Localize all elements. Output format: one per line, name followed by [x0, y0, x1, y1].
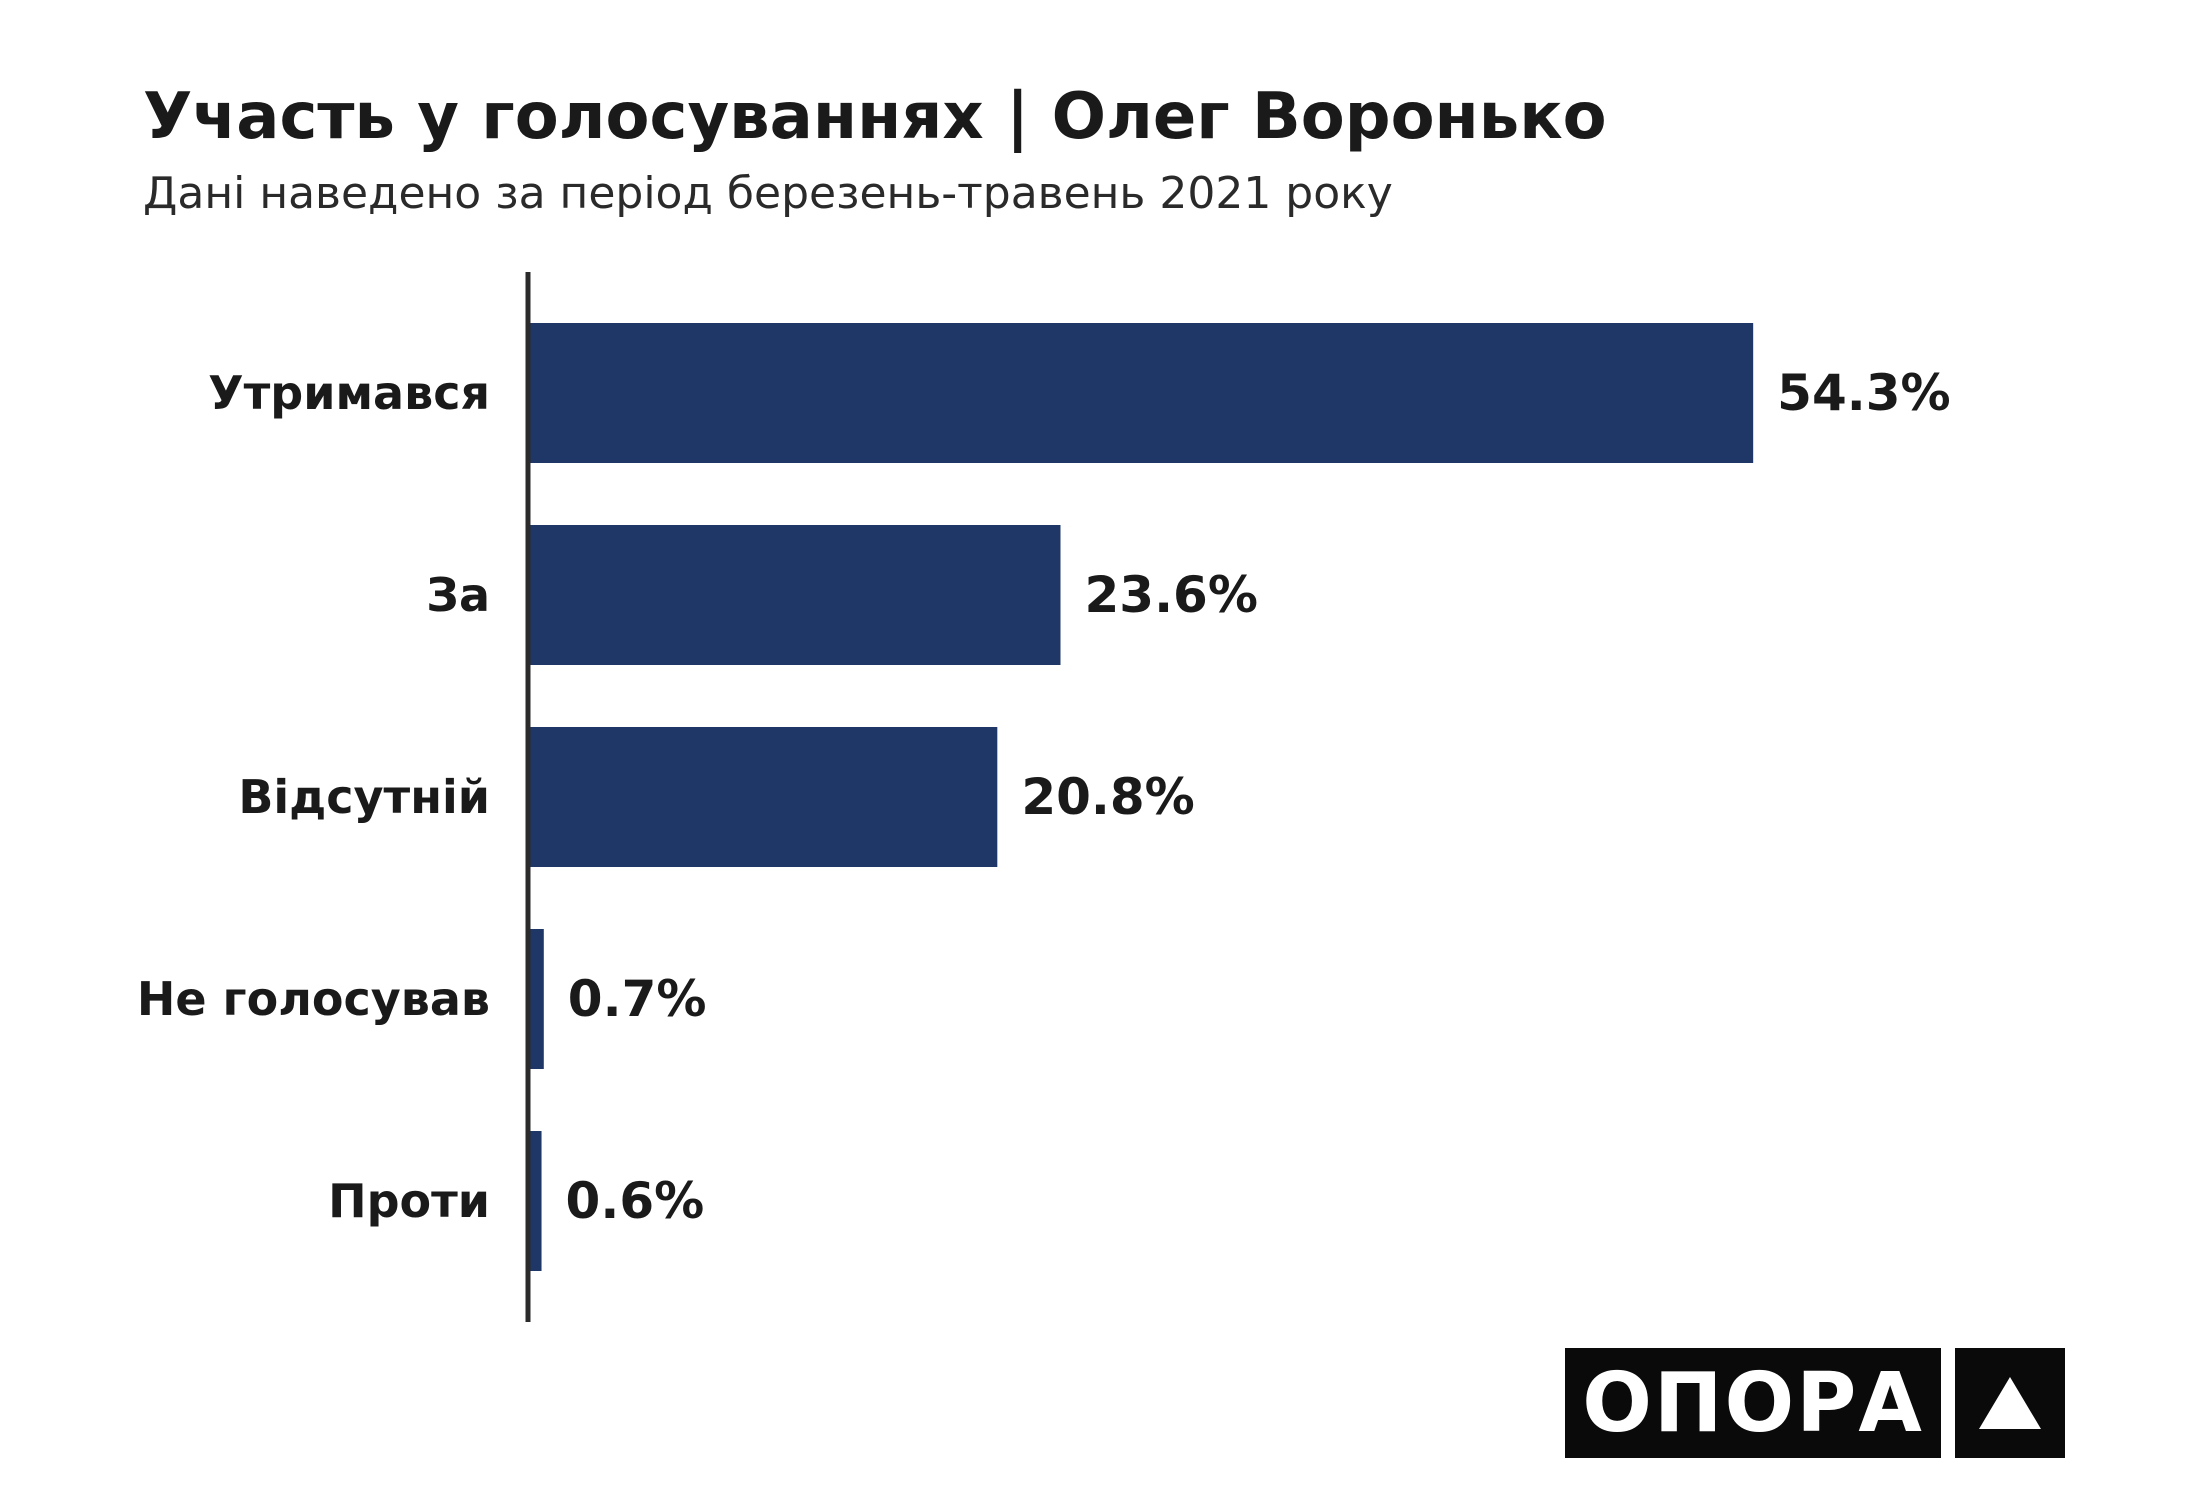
bar-3	[528, 929, 544, 1069]
bar-4	[528, 1131, 542, 1271]
bar-2	[528, 727, 998, 867]
category-label: Проти	[328, 1174, 490, 1228]
category-label: Відсутній	[238, 770, 490, 824]
value-label: 54.3%	[1777, 364, 1950, 422]
value-label: 0.6%	[566, 1172, 705, 1230]
chart-subtitle: Дані наведено за період березень-травень…	[143, 168, 1393, 219]
bar-0	[528, 323, 1754, 463]
chart-title: Участь у голосуваннях | Олег Воронько	[143, 80, 1607, 154]
logo-wordmark: ОПОРА	[1565, 1348, 1941, 1458]
value-label: 20.8%	[1021, 768, 1194, 826]
triangle-icon	[1955, 1348, 2065, 1458]
category-label: За	[426, 568, 490, 622]
category-label: Не голосував	[137, 972, 490, 1026]
category-label: Утримався	[208, 366, 490, 420]
value-label: 23.6%	[1084, 566, 1257, 624]
opora-logo: ОПОРА	[1565, 1348, 2065, 1458]
value-label: 0.7%	[568, 970, 707, 1028]
bar-1	[528, 525, 1061, 665]
